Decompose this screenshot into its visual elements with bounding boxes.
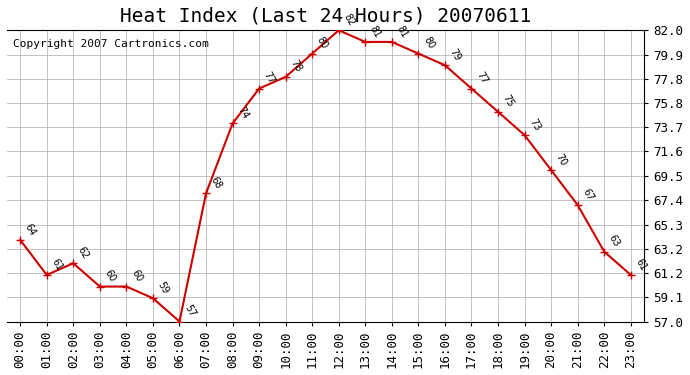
Text: 75: 75 — [501, 93, 515, 109]
Text: 60: 60 — [129, 268, 144, 284]
Text: 79: 79 — [448, 47, 462, 63]
Text: 62: 62 — [76, 245, 91, 261]
Text: 81: 81 — [368, 24, 383, 39]
Title: Heat Index (Last 24 Hours) 20070611: Heat Index (Last 24 Hours) 20070611 — [120, 7, 531, 26]
Text: 78: 78 — [288, 58, 304, 74]
Text: 73: 73 — [527, 117, 542, 132]
Text: 67: 67 — [580, 186, 595, 202]
Text: Copyright 2007 Cartronics.com: Copyright 2007 Cartronics.com — [13, 39, 209, 49]
Text: 81: 81 — [395, 24, 409, 39]
Text: 80: 80 — [421, 35, 436, 51]
Text: 74: 74 — [235, 105, 250, 121]
Text: 82: 82 — [342, 12, 356, 27]
Text: 64: 64 — [23, 222, 38, 237]
Text: 70: 70 — [554, 152, 569, 167]
Text: 77: 77 — [474, 70, 489, 86]
Text: 77: 77 — [262, 70, 277, 86]
Text: 68: 68 — [209, 175, 224, 190]
Text: 57: 57 — [182, 303, 197, 319]
Text: 60: 60 — [103, 268, 117, 284]
Text: 61: 61 — [633, 256, 649, 272]
Text: 80: 80 — [315, 35, 330, 51]
Text: 59: 59 — [156, 280, 170, 296]
Text: 61: 61 — [50, 256, 64, 272]
Text: 63: 63 — [607, 233, 622, 249]
